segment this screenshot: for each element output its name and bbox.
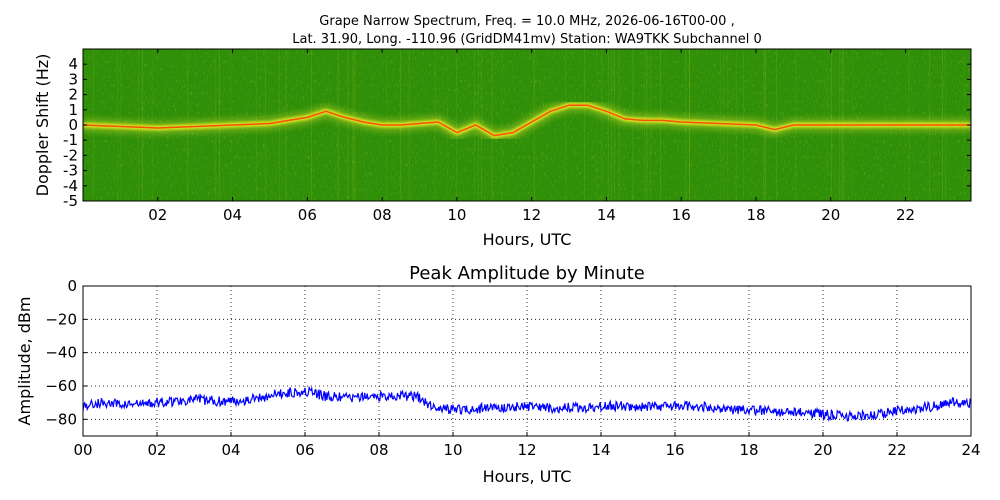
spectrogram-xtick-label: 16: [672, 206, 691, 224]
spectrogram-streak: [613, 49, 615, 201]
amplitude-plot-area: [83, 286, 971, 436]
spectrogram-title-line1: Grape Narrow Spectrum, Freq. = 10.0 MHz,…: [319, 14, 734, 29]
spectrogram-xtick-label: 06: [298, 206, 317, 224]
spectrogram-streak: [618, 49, 620, 201]
amplitude-ylabel: Amplitude, dBm: [15, 297, 34, 426]
spectrogram-trace-core: [83, 104, 971, 137]
spectrogram-streak: [311, 49, 312, 201]
amplitude-x-ticks: 00 02 04 06 08 10 12 14 16 18 20 22 24: [73, 432, 981, 459]
spectrogram-streak: [491, 49, 493, 201]
amplitude-xtick-label: 16: [665, 441, 684, 459]
amplitude-xtick-label: 24: [961, 441, 980, 459]
spectrogram-ytick-label: -1: [63, 131, 78, 149]
spectrogram-heatmap: [83, 49, 971, 201]
spectrogram-x-ticks: 02 04 06 08 10 12 14 16 18 20 22: [148, 49, 915, 224]
spectrogram-streak: [338, 49, 340, 201]
spectrogram-xtick-label: 20: [821, 206, 840, 224]
spectrogram-xtick-label: 10: [447, 206, 466, 224]
spectrogram-ytick-label: 0: [68, 116, 78, 134]
amplitude-xlabel: Hours, UTC: [483, 467, 572, 486]
amplitude-xtick-label: 10: [443, 441, 462, 459]
spectrogram-streak: [607, 49, 609, 201]
spectrogram-ytick-label: 2: [68, 86, 78, 104]
amplitude-xtick-label: 20: [813, 441, 832, 459]
amplitude-xtick-label: 08: [369, 441, 388, 459]
amplitude-y-ticks: 0 −20 −40 −60 −80: [45, 277, 87, 428]
amplitude-ytick-label: −20: [45, 310, 77, 328]
amplitude-xtick-label: 04: [221, 441, 240, 459]
amplitude-xtick-label: 06: [295, 441, 314, 459]
spectrogram-streak: [611, 49, 612, 201]
spectrogram-streak: [501, 49, 503, 201]
spectrogram-xtick-label: 02: [148, 206, 167, 224]
spectrogram-xtick-label: 12: [522, 206, 541, 224]
amplitude-ytick-label: 0: [67, 277, 77, 295]
spectrogram-xtick-label: 08: [373, 206, 392, 224]
spectrogram-ytick-label: 3: [68, 70, 78, 88]
amplitude-ytick-label: −80: [45, 410, 77, 428]
amplitude-ytick-label: −40: [45, 344, 77, 362]
amplitude-xtick-label: 12: [517, 441, 536, 459]
amplitude-xtick-label: 00: [73, 441, 92, 459]
amplitude-xtick-label: 22: [887, 441, 906, 459]
spectrogram-ytick-label: 1: [68, 101, 78, 119]
amplitude-ytick-label: −60: [45, 377, 77, 395]
spectrogram-xtick-label: 04: [223, 206, 242, 224]
spectrogram-xtick-label: 14: [597, 206, 616, 224]
amplitude-title: Peak Amplitude by Minute: [409, 263, 645, 284]
spectrogram-streak: [601, 49, 603, 201]
spectrogram-title-line2: Lat. 31.90, Long. -110.96 (GridDM41mv) S…: [292, 32, 762, 47]
amplitude-grid: [83, 286, 971, 436]
spectrogram-xtick-label: 22: [896, 206, 915, 224]
spectrogram-ytick-label: -2: [63, 146, 78, 164]
spectrogram-ytick-label: -5: [63, 192, 78, 210]
spectrogram-streak: [584, 49, 585, 201]
spectrogram-streak: [565, 49, 567, 201]
spectrogram-streak: [596, 49, 597, 201]
amplitude-xtick-label: 02: [147, 441, 166, 459]
amplitude-xtick-label: 18: [739, 441, 758, 459]
spectrogram-ytick-label: -3: [63, 162, 78, 180]
spectrogram-streak: [337, 49, 339, 201]
spectrogram-xlabel: Hours, UTC: [483, 230, 572, 249]
spectrogram-ytick-label: 4: [68, 55, 78, 73]
spectrogram-ylabel: Doppler Shift (Hz): [33, 54, 52, 197]
amplitude-xtick-label: 14: [591, 441, 610, 459]
amplitude-series-line: [82, 385, 972, 422]
spectrogram-ytick-label: -4: [63, 177, 78, 195]
spectrogram-xtick-label: 18: [746, 206, 765, 224]
